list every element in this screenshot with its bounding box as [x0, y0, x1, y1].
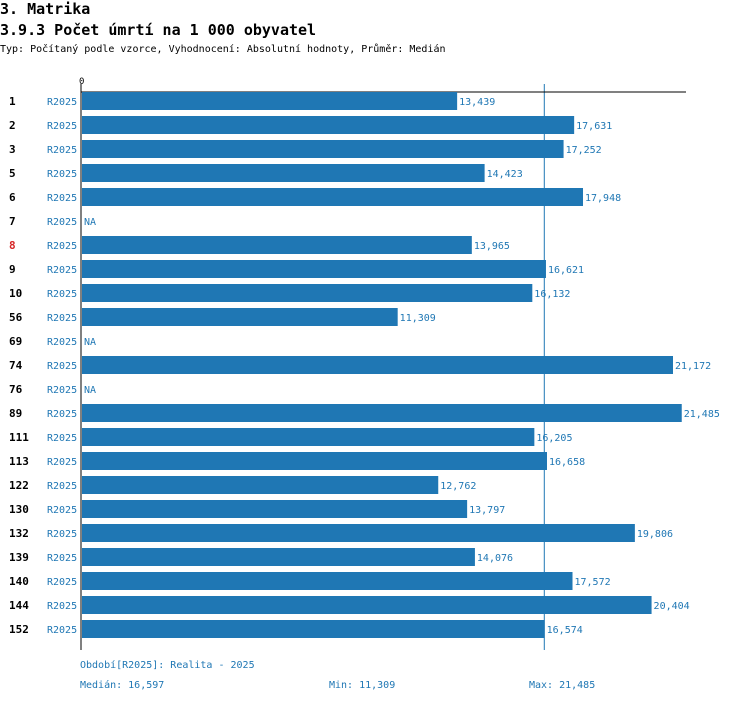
category-label: 144 — [9, 599, 29, 612]
min-label: Min: 11,309 — [329, 680, 396, 691]
category-label: 69 — [9, 335, 22, 348]
x-axis-zero-label: 0 — [79, 77, 84, 87]
bar-value-label: 13,439 — [459, 97, 495, 108]
period-label: R2025 — [47, 505, 77, 516]
bar — [82, 596, 652, 614]
bar-value-label: 17,572 — [575, 577, 611, 588]
category-label: 10 — [9, 287, 22, 300]
period-label: R2025 — [47, 481, 77, 492]
period-label: R2025 — [47, 433, 77, 444]
bar — [82, 572, 573, 590]
period-label: R2025 — [47, 457, 77, 468]
category-label: 9 — [9, 263, 16, 276]
bar-value-label: NA — [84, 217, 96, 228]
period-label: R2025 — [47, 625, 77, 636]
bar — [82, 284, 533, 302]
period-label: R2025 — [47, 121, 77, 132]
period-label: R2025 — [47, 193, 77, 204]
bar-value-label: 16,205 — [536, 433, 572, 444]
category-label: 8 — [9, 239, 16, 252]
category-label: 113 — [9, 455, 29, 468]
median-label: Medián: 16,597 — [80, 680, 165, 691]
category-label: 130 — [9, 503, 29, 516]
bar-value-label: 16,621 — [548, 265, 584, 276]
period-label: R2025 — [47, 409, 77, 420]
period-label: R2025 — [47, 385, 77, 396]
period-label: R2025 — [47, 145, 77, 156]
category-label: 6 — [9, 191, 16, 204]
period-label: R2025 — [47, 601, 77, 612]
bar-value-label: 21,485 — [684, 409, 720, 420]
bar-value-label: 16,132 — [534, 289, 570, 300]
bar — [82, 428, 535, 446]
period-label: R2025 — [47, 337, 77, 348]
period-label: R2025 — [47, 553, 77, 564]
bar — [82, 524, 635, 542]
period-label: R2025 — [47, 265, 77, 276]
bar — [82, 92, 458, 110]
category-label: 5 — [9, 167, 16, 180]
bar-value-label: 12,762 — [440, 481, 476, 492]
bar — [82, 140, 564, 158]
bar-value-label: 14,423 — [487, 169, 523, 180]
bar — [82, 236, 472, 254]
bar — [82, 164, 485, 182]
category-label: 3 — [9, 143, 16, 156]
period-label: R2025 — [47, 97, 77, 108]
category-label: 1 — [9, 95, 16, 108]
bar-value-label: 17,252 — [566, 145, 602, 156]
bar-value-label: 16,574 — [547, 625, 583, 636]
bar — [82, 188, 584, 206]
category-label: 152 — [9, 623, 29, 636]
category-label: 89 — [9, 407, 22, 420]
category-label: 132 — [9, 527, 29, 540]
period-note: Období[R2025]: Realita - 2025 — [80, 660, 255, 671]
bar-value-label: 14,076 — [477, 553, 513, 564]
category-label: 140 — [9, 575, 29, 588]
category-label: 2 — [9, 119, 16, 132]
bar — [82, 116, 575, 134]
period-label: R2025 — [47, 217, 77, 228]
bar-value-label: 20,404 — [654, 601, 690, 612]
period-label: R2025 — [47, 529, 77, 540]
period-label: R2025 — [47, 289, 77, 300]
max-label: Max: 21,485 — [529, 680, 596, 691]
period-label: R2025 — [47, 361, 77, 372]
bar-value-label: NA — [84, 337, 96, 348]
bar — [82, 260, 546, 278]
bar-value-label: 13,797 — [469, 505, 505, 516]
period-label: R2025 — [47, 577, 77, 588]
bar-value-label: 17,631 — [576, 121, 612, 132]
bar-value-label: NA — [84, 385, 96, 396]
category-label: 76 — [9, 383, 23, 396]
bar-value-label: 19,806 — [637, 529, 673, 540]
bar — [82, 404, 682, 422]
category-label: 7 — [9, 215, 16, 228]
bar — [82, 452, 547, 470]
bar — [82, 308, 398, 326]
period-label: R2025 — [47, 241, 77, 252]
bar — [82, 476, 439, 494]
category-label: 56 — [9, 311, 23, 324]
bar-value-label: 13,965 — [474, 241, 510, 252]
bar — [82, 548, 475, 566]
bar-value-label: 16,658 — [549, 457, 585, 468]
chart-subtitle: Typ: Počítaný podle vzorce, Vyhodnocení:… — [0, 44, 446, 55]
period-label: R2025 — [47, 313, 77, 324]
period-label: R2025 — [47, 169, 77, 180]
bar-value-label: 21,172 — [675, 361, 711, 372]
chart-title: 3.9.3 Počet úmrtí na 1 000 obyvatel — [0, 21, 317, 39]
bar — [82, 620, 545, 638]
category-label: 111 — [9, 431, 29, 444]
category-label: 122 — [9, 479, 29, 492]
section-title: 3. Matrika — [0, 0, 91, 18]
bar — [82, 356, 673, 374]
category-label: 139 — [9, 551, 29, 564]
bar-value-label: 17,948 — [585, 193, 621, 204]
bar-value-label: 11,309 — [400, 313, 436, 324]
category-label: 74 — [9, 359, 23, 372]
bar — [82, 500, 468, 518]
